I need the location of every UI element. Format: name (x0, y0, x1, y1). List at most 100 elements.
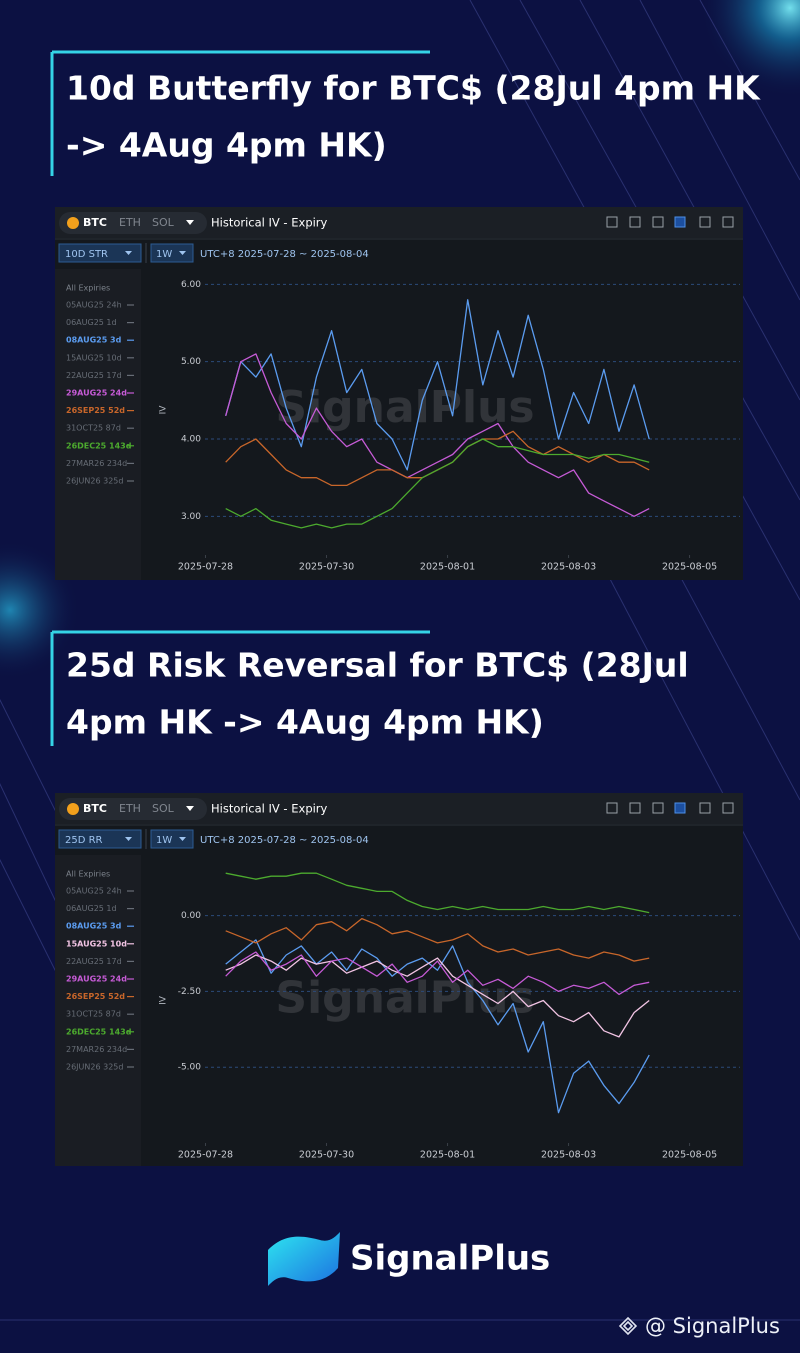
coin-tab: BTC (83, 802, 107, 815)
x-tick-label: 2025-07-28 (178, 562, 233, 573)
watermark: SignalPlus (275, 382, 534, 433)
heading: 25d Risk Reversal for BTC$ (28Jul (66, 646, 689, 685)
dropdown-arrow (186, 806, 194, 811)
toolbar-icon (652, 802, 664, 814)
coin-icon (67, 803, 79, 815)
expiry-item: 31OCT25 87d (66, 424, 121, 433)
coin-tab: BTC (83, 216, 107, 229)
x-tick-label: 2025-08-01 (420, 1150, 475, 1161)
y-tick-label: 3.00 (181, 512, 201, 522)
panel-title: Historical IV - Expiry (211, 802, 328, 816)
period-select (150, 829, 194, 849)
panel-title: Historical IV - Expiry (211, 216, 328, 230)
x-tick-label: 2025-08-05 (662, 1150, 717, 1161)
decor-line (699, 0, 800, 181)
coin-tab-bg (59, 798, 207, 820)
decor-line (599, 559, 800, 941)
x-tick-label: 2025-07-30 (299, 1150, 354, 1161)
toolbar-icon (674, 802, 686, 814)
toolbar-icon (652, 216, 664, 228)
expiry-item: 26DEC25 143d (66, 1027, 132, 1036)
logo-mark (268, 1232, 340, 1286)
dropdown-arrow (125, 837, 132, 841)
y-tick-label: 0.00 (181, 911, 201, 921)
sidebar (55, 855, 141, 1166)
x-tick-label: 2025-08-05 (662, 562, 717, 573)
date-range: UTC+8 2025-07-28 ~ 2025-08-04 (200, 249, 369, 260)
expiry-item: 26JUN26 325d (66, 477, 123, 486)
y-tick-label: -2.50 (178, 987, 202, 997)
sidebar-header: All Expiries (66, 870, 110, 879)
heading-bracket (50, 50, 430, 176)
metric-select (58, 243, 142, 263)
expiry-item: 08AUG25 3d (66, 336, 122, 345)
dropdown-arrow (125, 251, 132, 255)
coin-icon (67, 217, 79, 229)
expiry-item: 15AUG25 10d (66, 939, 127, 948)
dropdown-arrow (179, 837, 186, 841)
x-tick-label: 2025-07-28 (178, 1150, 233, 1161)
coin-tab: ETH (119, 216, 141, 229)
expiry-item: 31OCT25 87d (66, 1010, 121, 1019)
expiry-item: 26SEP25 52d (66, 992, 125, 1001)
dropdown-arrow (179, 251, 186, 255)
glow (700, 0, 800, 98)
credit: @ SignalPlus (645, 1314, 780, 1338)
x-tick-label: 2025-07-30 (299, 562, 354, 573)
expiry-item: 05AUG25 24h (66, 887, 122, 896)
expiry-item: 29AUG25 24d (66, 389, 127, 398)
toolbar-icon (699, 216, 711, 228)
expiry-item: 27MAR26 234d (66, 459, 127, 468)
heading-bracket (50, 630, 430, 746)
heading: -> 4Aug 4pm HK) (66, 126, 387, 165)
y-axis-label: IV (159, 405, 169, 415)
toolbar-icon (674, 216, 686, 228)
panel-bg (55, 793, 743, 1166)
expiry-item: 22AUG25 17d (66, 957, 122, 966)
series-line (225, 954, 650, 1038)
period: 1W (156, 249, 172, 260)
expiry-item: 22AUG25 17d (66, 371, 122, 380)
credit-icon (618, 1316, 638, 1336)
date-range: UTC+8 2025-07-28 ~ 2025-08-04 (200, 835, 369, 846)
x-tick-label: 2025-08-01 (420, 562, 475, 573)
expiry-item: 15AUG25 10d (66, 353, 122, 362)
series-line (225, 951, 650, 996)
chart-panel: BTC ETH SOL Historical IV - Expiry 25D RR 1W U… (55, 793, 743, 1166)
decor-line (639, 0, 800, 301)
panel-bg (55, 207, 743, 580)
toolbar-icon (722, 216, 734, 228)
coin-tab: SOL (152, 802, 175, 815)
panels: BTC ETH SOL Historical IV - Expiry 10D STR 1W… (55, 207, 743, 1166)
toolbar-icon (629, 802, 641, 814)
metric-select (58, 829, 142, 849)
y-tick-label: 5.00 (181, 357, 201, 367)
toolbar-icon (606, 216, 618, 228)
coin-tab-bg (59, 212, 207, 234)
coin-tab: ETH (119, 802, 141, 815)
y-axis-label: IV (159, 995, 169, 1005)
expiry-item: 27MAR26 234d (66, 1045, 127, 1054)
dropdown-arrow (186, 220, 194, 225)
expiry-item: 26JUN26 325d (66, 1063, 123, 1072)
heading: 10d Butterfly for BTC$ (28Jul 4pm HK (66, 69, 761, 108)
series-line (225, 872, 650, 914)
expiry-item: 08AUG25 3d (66, 922, 122, 931)
series-line (225, 917, 650, 962)
y-tick-label: 4.00 (181, 435, 201, 445)
toolbar-icon (722, 802, 734, 814)
toolbar-icon (699, 802, 711, 814)
heading: 4pm HK -> 4Aug 4pm HK) (66, 703, 544, 742)
series-line (225, 438, 650, 529)
expiry-item: 26DEC25 143d (66, 441, 132, 450)
x-tick-label: 2025-08-03 (541, 1150, 596, 1161)
expiry-item: 29AUG25 24d (66, 975, 127, 984)
period: 1W (156, 835, 172, 846)
expiry-item: 05AUG25 24h (66, 301, 122, 310)
expiry-item: 06AUG25 1d (66, 318, 117, 327)
y-tick-label: 6.00 (181, 280, 201, 290)
coin-tab: SOL (152, 216, 175, 229)
metric: 10D STR (65, 249, 108, 260)
period-select (150, 243, 194, 263)
